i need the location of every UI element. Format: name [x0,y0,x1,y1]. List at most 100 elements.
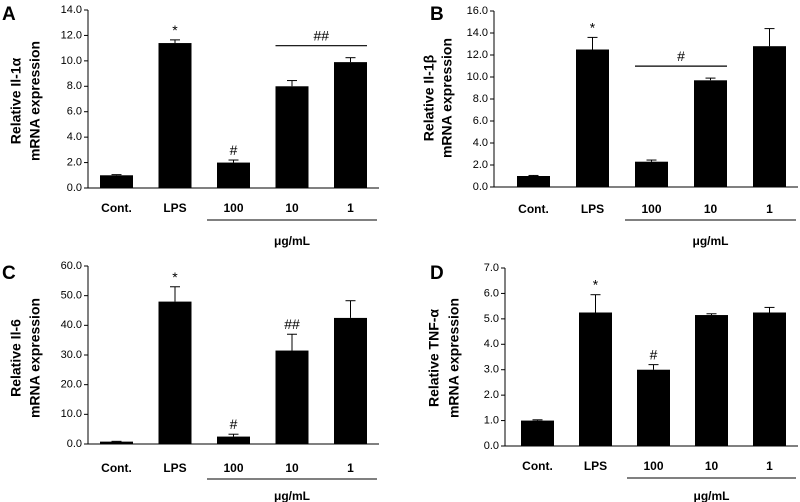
x-tick-label: Cont. [522,459,553,473]
panel-label: C [2,263,16,284]
panel-b: B Relative Il-1β mRNA expression 0.0 2.0 4.0 6… [421,4,798,248]
panel-label: B [430,4,444,25]
y-tick-label: 30.0 [61,349,82,361]
x-tick-label: 1 [347,461,354,475]
y-tick-label: 12.0 [467,49,488,61]
y-tick-label: 3.0 [484,364,499,376]
x-tick-label: 1 [766,202,773,216]
y-tick-label: 1.0 [484,414,499,426]
dose-unit-label: μg/mL [693,489,729,502]
bar [334,62,367,188]
panel-label: A [2,4,16,25]
x-tick-label: 100 [643,459,663,473]
bar [753,312,786,446]
dose-unit-label: μg/mL [274,234,310,248]
bar [517,176,550,187]
y-axis-label: Relative Il-6 [8,319,24,397]
y-tick-label: 0.0 [67,438,82,450]
bar [217,436,250,444]
y-axis-label: mRNA expression [439,38,455,158]
panel-label: D [430,263,444,284]
y-tick-label: 2.0 [67,156,82,168]
x-tick-label: 1 [766,459,773,473]
y-tick-label: 60.0 [61,260,82,272]
y-tick-label: 0.0 [67,182,82,194]
bar [521,420,554,446]
x-tick-label: Cont. [518,202,549,216]
significance-marker: * [172,22,178,38]
y-tick-label: 14.0 [61,4,82,16]
dose-unit-label: μg/mL [692,234,728,248]
x-tick-label: LPS [163,461,186,475]
panel-a: A Relative Il-1α mRNA expression 0.0 2.0 4.0 6… [2,4,379,248]
x-tick-label: Cont. [101,201,132,215]
bar [158,43,192,188]
x-tick-label: LPS [163,201,186,215]
significance-marker: * [172,269,178,285]
bar [100,441,133,444]
bar [635,161,668,187]
panel-c: C Relative Il-6 mRNA expression 0.0 10.0 20.0… [2,260,379,502]
bar [694,80,727,187]
y-tick-label: 6.0 [473,115,488,127]
bar [695,315,728,446]
y-axis-label: mRNA expression [27,298,43,418]
x-tick-label: 10 [285,201,299,215]
y-tick-label: 12.0 [61,29,82,41]
x-tick-label: 100 [223,201,243,215]
y-tick-label: 6.0 [67,106,82,118]
bar [217,162,250,188]
panel-d: D Relative TNF-α mRNA expression 0.0 1.0 2.0 3… [426,262,798,502]
dose-unit-label: μg/mL [274,489,310,502]
y-axis-label: Relative TNF-α [426,309,442,407]
significance-marker: # [230,142,238,158]
y-tick-label: 5.0 [484,313,499,325]
x-tick-label: 10 [704,202,718,216]
x-tick-label: 10 [705,459,719,473]
bar [158,301,192,444]
y-tick-label: 10.0 [61,408,82,420]
bar [275,86,309,188]
y-axis-label: mRNA expression [446,298,462,418]
bar [576,49,609,187]
y-axis-label: Relative Il-1β [421,54,437,141]
x-tick-label: 100 [641,202,661,216]
y-tick-label: 4.0 [473,137,488,149]
y-axis-label: mRNA expression [27,41,43,161]
y-tick-label: 6.0 [484,287,499,299]
y-tick-label: 16.0 [467,5,488,17]
x-tick-label: Cont. [101,461,132,475]
significance-marker: # [230,416,238,432]
x-tick-label: 100 [223,461,243,475]
y-tick-label: 2.0 [484,389,499,401]
bar [100,175,133,188]
y-tick-label: 20.0 [61,379,82,391]
bar [579,312,612,446]
y-tick-label: 10.0 [61,55,82,67]
y-axis-label: Relative Il-1α [8,57,24,144]
x-tick-label: 10 [285,461,299,475]
y-tick-label: 8.0 [473,93,488,105]
significance-marker: * [593,277,599,293]
significance-marker: ## [313,28,329,44]
y-tick-label: 14.0 [467,27,488,39]
y-tick-label: 4.0 [67,131,82,143]
bar [275,350,309,444]
significance-marker: * [590,19,596,35]
y-tick-label: 0.0 [484,440,499,452]
bar [637,369,670,446]
y-tick-label: 50.0 [61,290,82,302]
significance-marker: # [677,48,685,64]
bar [334,317,367,444]
y-tick-label: 10.0 [467,71,488,83]
significance-marker: # [650,347,658,363]
x-tick-label: LPS [584,459,607,473]
y-tick-label: 0.0 [473,181,488,193]
y-tick-label: 40.0 [61,319,82,331]
y-tick-label: 7.0 [484,262,499,274]
significance-marker: ## [284,316,300,332]
x-tick-label: LPS [581,202,604,216]
y-tick-label: 2.0 [473,159,488,171]
x-tick-label: 1 [347,201,354,215]
